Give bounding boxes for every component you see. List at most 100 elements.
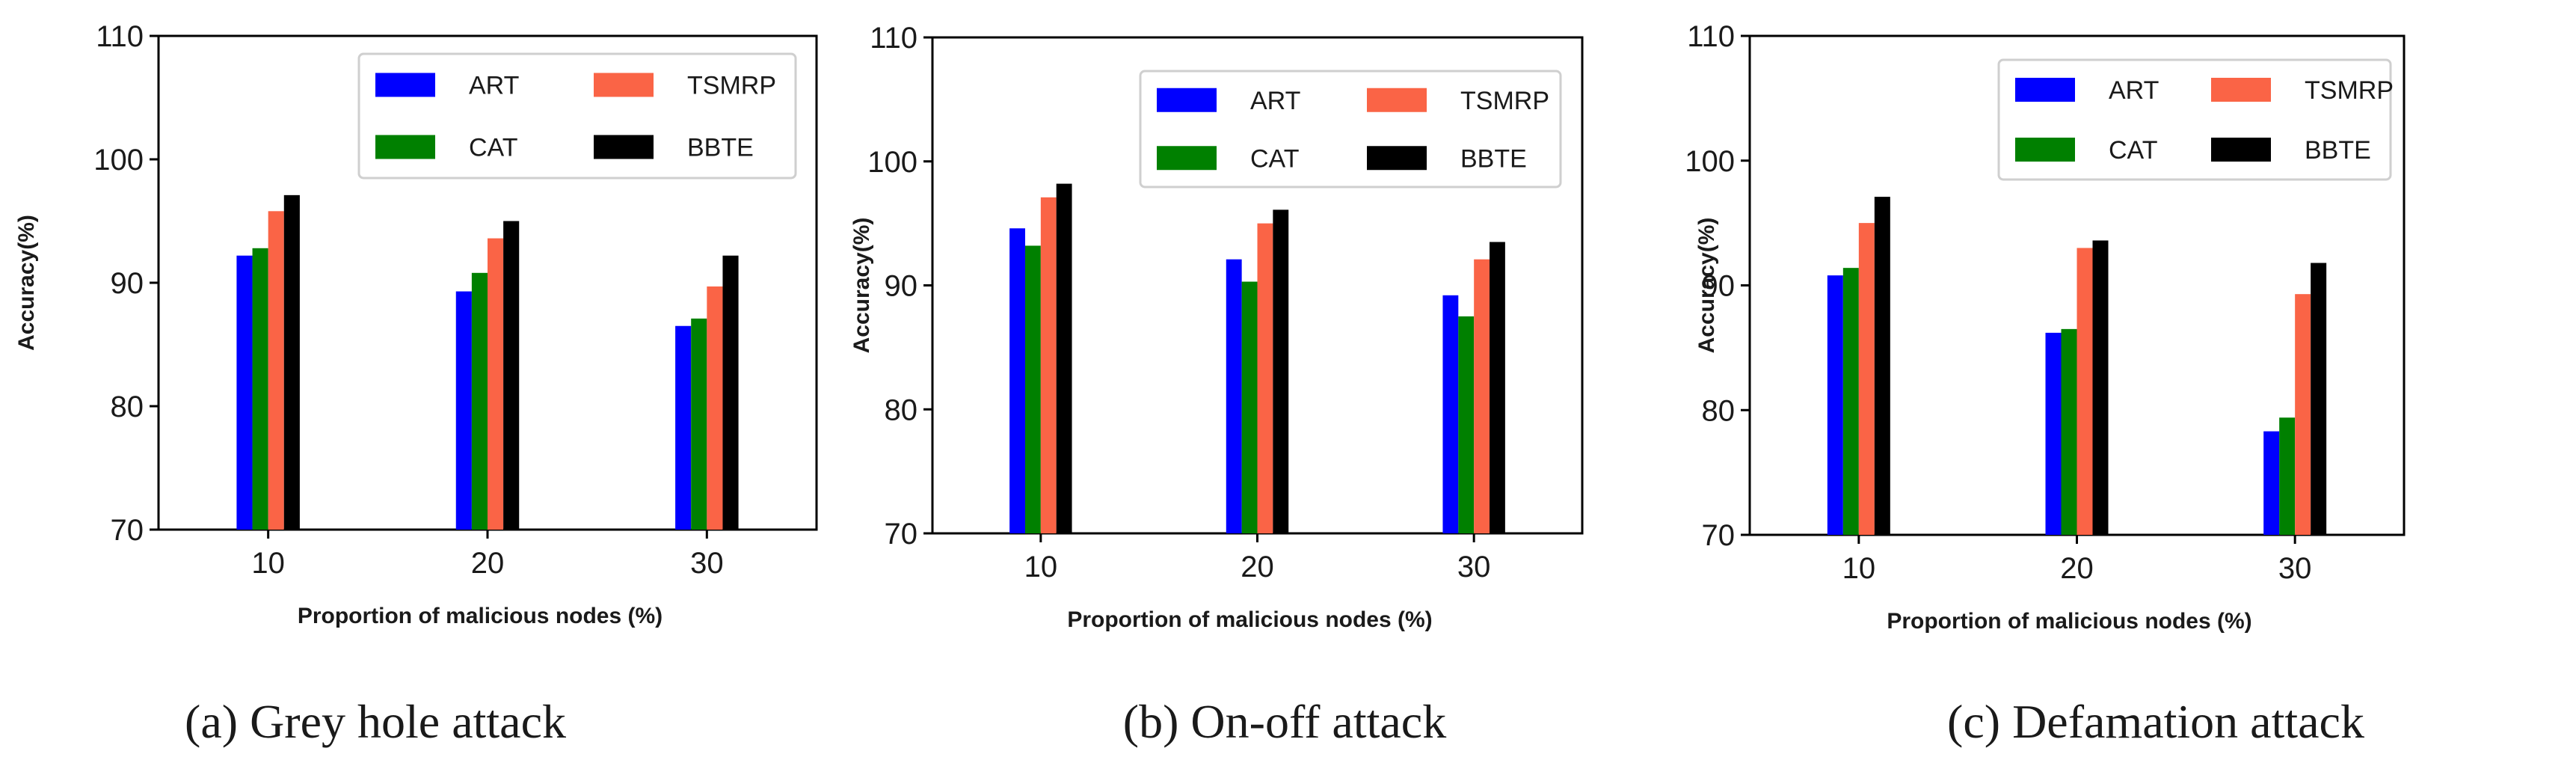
bar-art <box>1009 228 1025 533</box>
bar-cat <box>1024 245 1041 533</box>
panel-caption: (b) On-off attack <box>1123 695 1446 748</box>
bar-bbte <box>2092 240 2109 535</box>
legend-swatch-cat <box>375 135 435 159</box>
y-tick-label: 100 <box>93 144 144 177</box>
legend-label-tsmrp: TSMRP <box>2305 76 2394 105</box>
y-tick-label: 100 <box>867 146 917 179</box>
x-tick-label: 10 <box>1842 552 1876 585</box>
bar-tsmrp <box>1040 197 1057 533</box>
bar-bbte <box>503 221 520 530</box>
bar-tsmrp <box>488 238 504 530</box>
x-tick-label: 30 <box>1457 551 1491 583</box>
bar-art <box>1442 295 1459 533</box>
y-tick-label: 100 <box>1685 145 1735 178</box>
bar-art <box>2045 332 2062 535</box>
bar-tsmrp <box>268 211 284 530</box>
y-tick-label: 80 <box>885 393 918 426</box>
bar-bbte <box>1490 242 1505 533</box>
y-tick-label: 110 <box>1687 20 1735 53</box>
legend-swatch-art <box>1157 88 1217 112</box>
y-tick-label: 90 <box>1702 270 1736 303</box>
legend-label-bbte: BBTE <box>1460 144 1527 173</box>
y-tick-label: 90 <box>885 270 918 303</box>
bar-bbte <box>1874 197 1890 535</box>
bar-cat <box>471 272 488 530</box>
x-tick-label: 20 <box>471 547 505 580</box>
bar-cat <box>2279 417 2296 535</box>
bar-art <box>1226 259 1242 533</box>
legend-label-cat: CAT <box>469 134 517 162</box>
y-tick-label: 80 <box>111 390 144 423</box>
bar-art <box>1827 275 1843 535</box>
legend-label-cat: CAT <box>2109 136 2157 165</box>
bar-cat <box>1241 281 1258 533</box>
legend-box <box>357 52 797 180</box>
legend-label-bbte: BBTE <box>687 134 754 162</box>
bar-tsmrp <box>2295 294 2311 535</box>
bar-bbte <box>2311 263 2327 535</box>
legend: ART CAT TSMRP BBTE <box>1997 58 2394 181</box>
legend-swatch-bbte <box>1367 146 1427 171</box>
y-tick-label: 110 <box>870 22 917 55</box>
legend-swatch-cat <box>1157 146 1217 171</box>
x-axis-label: Proportion of malicious nodes (%) <box>298 604 663 628</box>
y-tick-label: 90 <box>111 267 144 300</box>
legend-label-tsmrp: TSMRP <box>687 72 776 100</box>
legend-swatch-art <box>2015 78 2075 102</box>
y-tick-label: 80 <box>1702 394 1736 427</box>
chart-panel: 70 80 90 100 110 Accuracy(%) 10 20 30 Proportion … <box>849 22 1584 748</box>
legend-swatch-bbte <box>2211 138 2271 162</box>
legend-swatch-art <box>375 73 435 97</box>
bar-bbte <box>283 194 300 530</box>
bar-bbte <box>722 255 739 530</box>
x-axis-label: Proportion of malicious nodes (%) <box>1887 609 2251 634</box>
bar-tsmrp <box>1257 223 1273 533</box>
bar-cat <box>691 318 707 530</box>
legend-swatch-cat <box>2015 138 2075 162</box>
legend-swatch-bbte <box>594 135 654 159</box>
legend-swatch-tsmrp <box>1367 88 1427 112</box>
bar-cat <box>2061 328 2077 535</box>
legend: ART CAT TSMRP BBTE <box>357 52 797 180</box>
x-tick-label: 30 <box>690 547 724 580</box>
legend-label-art: ART <box>1250 87 1300 115</box>
chart-panel: 70 80 90 100 110 Accuracy(%) 10 20 30 Proportion … <box>14 20 818 748</box>
x-tick-label: 20 <box>1241 551 1274 583</box>
legend-swatch-tsmrp <box>2211 78 2271 102</box>
bar-tsmrp <box>707 286 723 530</box>
bar-bbte <box>1273 209 1289 533</box>
x-tick-label: 10 <box>1024 551 1058 583</box>
bar-art <box>455 291 472 530</box>
y-tick-label: 110 <box>96 20 144 53</box>
y-tick-label: 70 <box>1702 519 1736 552</box>
panel-caption: (a) Grey hole attack <box>185 695 566 748</box>
bar-bbte <box>1056 183 1072 533</box>
legend-swatch-tsmrp <box>594 73 654 97</box>
bar-art <box>675 325 692 530</box>
legend-box <box>1997 58 2392 181</box>
legend-label-cat: CAT <box>1250 144 1299 173</box>
bar-tsmrp <box>2077 248 2093 535</box>
y-axis-label: Accuracy(%) <box>849 218 874 354</box>
chart-panel: 70 80 90 100 110 Accuracy(%) 10 20 30 Proportion … <box>1685 20 2406 748</box>
legend-label-bbte: BBTE <box>2305 136 2371 165</box>
bar-art <box>236 255 253 530</box>
legend-label-art: ART <box>469 72 519 100</box>
panel-caption: (c) Defamation attack <box>1947 695 2364 748</box>
bar-tsmrp <box>1474 259 1490 533</box>
x-tick-label: 20 <box>2060 552 2094 585</box>
bar-cat <box>1458 316 1475 533</box>
bar-art <box>2263 431 2280 535</box>
x-tick-label: 10 <box>251 547 285 580</box>
legend-label-art: ART <box>2109 76 2159 105</box>
y-tick-label: 70 <box>111 514 144 547</box>
legend-box <box>1139 70 1562 189</box>
y-axis-label: Accuracy(%) <box>1694 218 1719 354</box>
x-tick-label: 30 <box>2278 552 2312 585</box>
x-axis-label: Proportion of malicious nodes (%) <box>1067 607 1432 632</box>
y-axis-label: Accuracy(%) <box>14 215 39 351</box>
bar-cat <box>252 248 268 530</box>
legend-label-tsmrp: TSMRP <box>1460 87 1549 115</box>
y-tick-label: 70 <box>885 518 918 551</box>
